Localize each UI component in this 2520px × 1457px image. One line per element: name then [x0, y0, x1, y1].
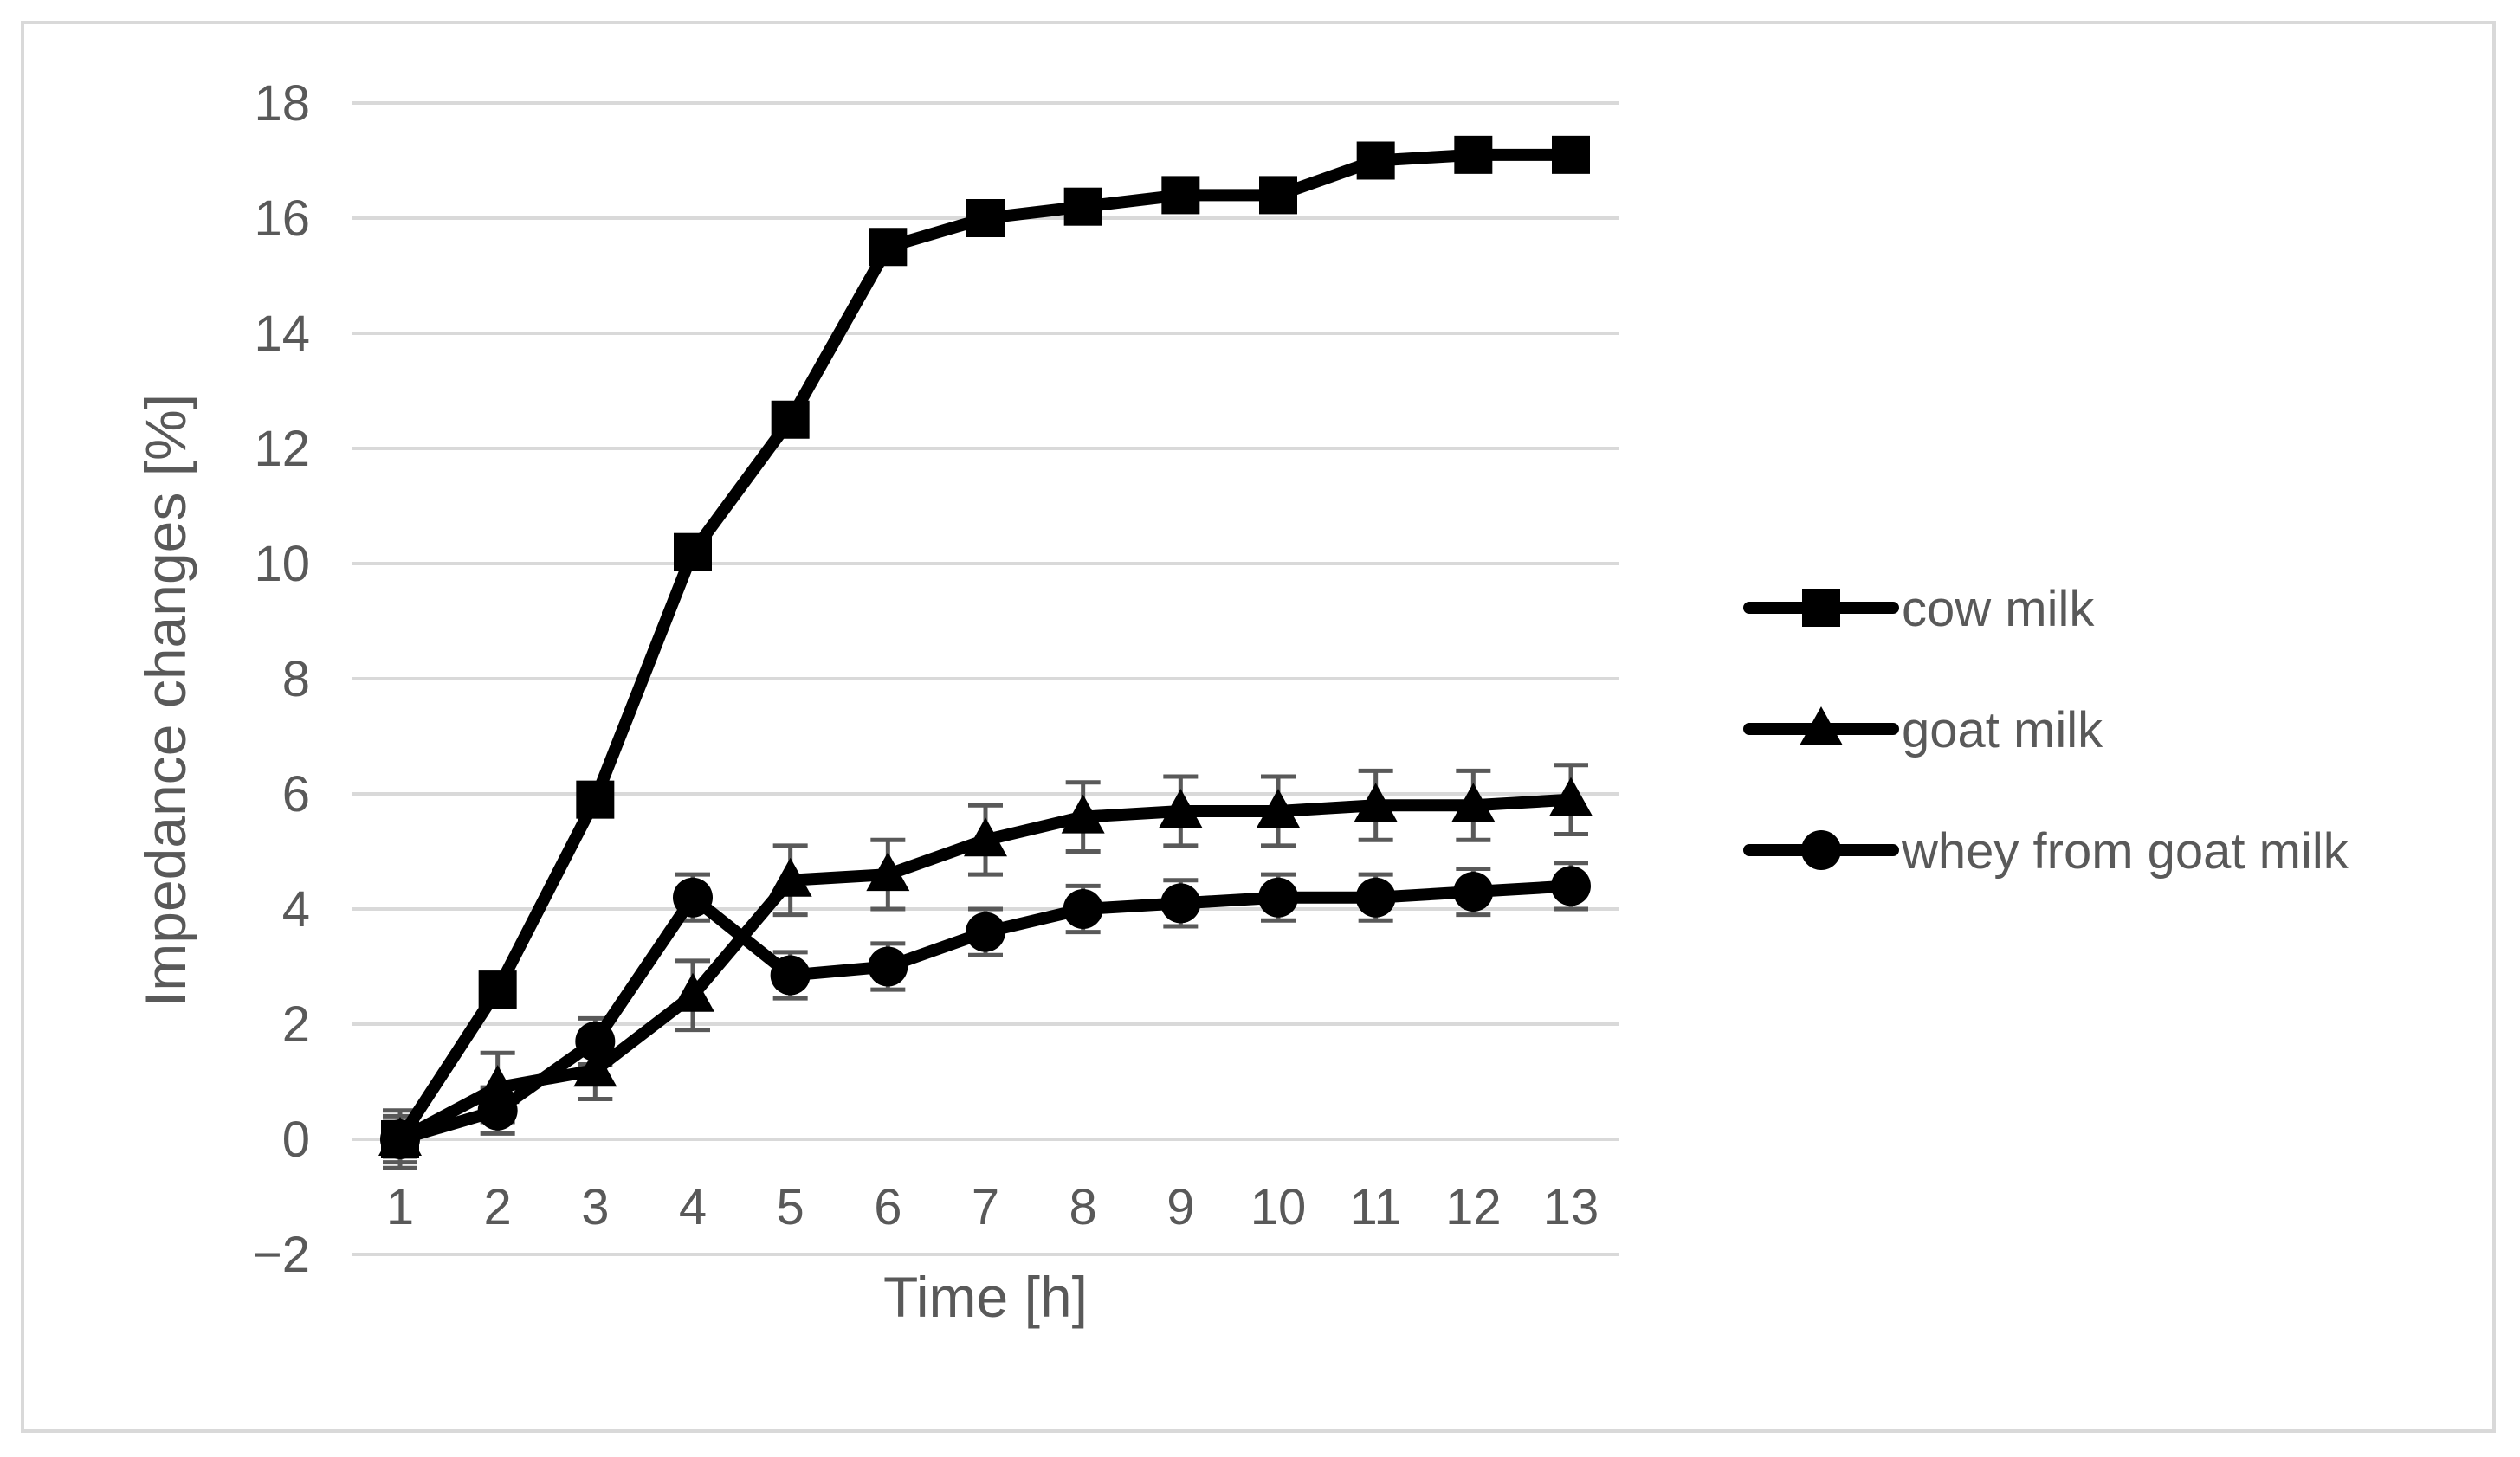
data-point-whey-from-goat-milk — [1355, 877, 1396, 918]
x-tick-label: 8 — [1069, 1179, 1097, 1235]
data-point-cow-milk — [1259, 176, 1297, 215]
chart-frame: −2 0 2 4 6 8 10 12 14 16 18 1 2 3 4 5 6 7 8 9 10 11 12 13 Impe… — [21, 21, 2496, 1433]
series-markers — [378, 135, 1593, 1159]
x-tick-label: 1 — [386, 1179, 414, 1235]
data-point-whey-from-goat-milk — [868, 946, 908, 987]
x-tick-label: 10 — [1250, 1179, 1307, 1235]
data-point-cow-milk — [1063, 187, 1102, 226]
series-lines — [394, 148, 1577, 1145]
data-point-cow-milk — [771, 400, 810, 439]
data-point-whey-from-goat-milk — [1063, 889, 1103, 929]
data-point-whey-from-goat-milk — [1453, 872, 1494, 912]
data-point-cow-milk — [674, 532, 712, 571]
x-axis-ticks: 1 2 3 4 5 6 7 8 9 10 11 12 13 — [386, 1179, 1599, 1235]
x-tick-label: 2 — [484, 1179, 512, 1235]
data-point-goat-milk — [1159, 788, 1203, 828]
y-tick-label: 14 — [254, 306, 310, 362]
y-tick-label: −2 — [253, 1227, 310, 1283]
data-point-cow-milk — [966, 199, 1005, 237]
data-point-whey-from-goat-milk — [575, 1021, 616, 1061]
series-line-cow-milk — [394, 148, 1577, 1145]
data-point-goat-milk — [573, 1048, 617, 1087]
legend-label: whey from goat milk — [1901, 823, 2349, 880]
x-tick-label: 9 — [1166, 1179, 1194, 1235]
legend-item-goat-milk: goat milk — [1743, 702, 2103, 758]
data-point-goat-milk — [671, 972, 714, 1012]
data-point-goat-milk — [1257, 788, 1300, 828]
data-point-cow-milk — [1356, 141, 1395, 180]
legend-label: cow milk — [1902, 581, 2095, 637]
legend-marker — [1802, 589, 1840, 627]
data-point-cow-milk — [1454, 135, 1493, 174]
x-tick-label: 11 — [1350, 1179, 1402, 1235]
y-tick-label: 12 — [254, 421, 310, 477]
y-tick-label: 18 — [254, 75, 310, 132]
x-tick-label: 7 — [972, 1179, 999, 1235]
data-point-cow-milk — [1552, 135, 1590, 174]
data-point-cow-milk — [576, 780, 615, 819]
gridlines — [352, 101, 1619, 1256]
data-point-whey-from-goat-milk — [673, 877, 713, 918]
data-point-cow-milk — [1161, 176, 1200, 215]
x-tick-label: 4 — [679, 1179, 707, 1235]
data-point-cow-milk — [869, 228, 908, 267]
y-tick-label: 0 — [282, 1112, 310, 1168]
legend-item-cow-milk: cow milk — [1743, 581, 2095, 637]
data-point-whey-from-goat-milk — [477, 1090, 518, 1131]
x-tick-label: 5 — [777, 1179, 804, 1235]
data-point-whey-from-goat-milk — [770, 955, 811, 996]
legend-label: goat milk — [1902, 702, 2103, 758]
x-tick-label: 6 — [874, 1179, 901, 1235]
y-tick-label: 8 — [282, 651, 310, 707]
data-point-goat-milk — [964, 817, 1007, 857]
y-tick-label: 10 — [254, 536, 310, 592]
y-axis-ticks: −2 0 2 4 6 8 10 12 14 16 18 — [253, 75, 310, 1283]
data-point-whey-from-goat-milk — [966, 912, 1005, 952]
data-point-goat-milk — [1061, 794, 1105, 834]
data-point-whey-from-goat-milk — [1160, 883, 1201, 924]
y-tick-label: 4 — [282, 881, 310, 938]
legend-marker — [1801, 830, 1841, 870]
data-point-whey-from-goat-milk — [1551, 866, 1591, 906]
legend-item-whey-from-goat-milk: whey from goat milk — [1743, 823, 2349, 880]
data-point-cow-milk — [478, 970, 517, 1009]
legend-marker — [1800, 706, 1843, 745]
data-point-goat-milk — [866, 852, 910, 892]
y-tick-label: 2 — [282, 996, 310, 1053]
x-tick-label: 3 — [581, 1179, 609, 1235]
x-axis-title: Time [h] — [883, 1265, 1088, 1329]
data-point-goat-milk — [768, 857, 812, 897]
data-point-whey-from-goat-milk — [1258, 877, 1298, 918]
x-tick-label: 13 — [1543, 1179, 1599, 1235]
data-point-goat-milk — [1451, 783, 1496, 822]
y-tick-label: 6 — [282, 766, 310, 822]
data-point-goat-milk — [1549, 777, 1593, 816]
data-point-goat-milk — [1354, 783, 1398, 822]
legend: cow milk goat milk whey from goat milk — [1743, 581, 2349, 880]
data-point-whey-from-goat-milk — [380, 1119, 420, 1159]
x-tick-label: 12 — [1445, 1179, 1502, 1235]
y-tick-label: 16 — [254, 190, 310, 247]
y-axis-title: Impedance changes [%] — [133, 394, 197, 1007]
